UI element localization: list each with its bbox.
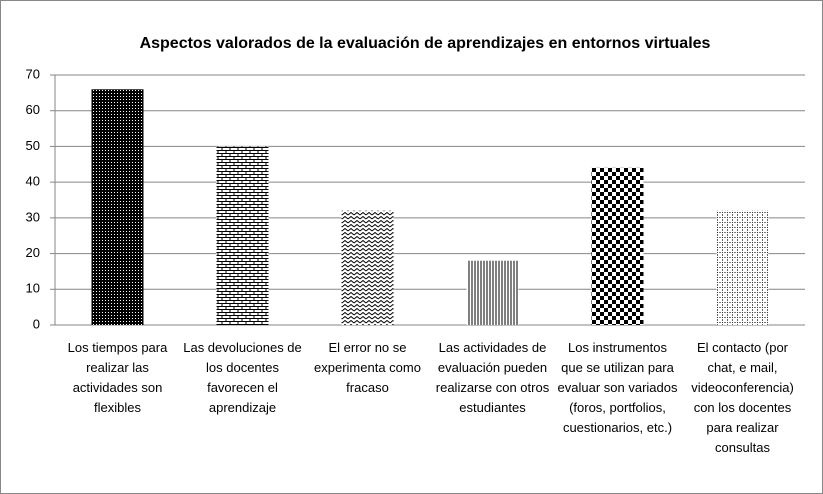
y-tick-label: 70 [26,66,40,81]
y-tick-label: 40 [26,174,40,189]
bar [91,89,144,326]
bar [591,167,644,325]
bar [716,210,769,325]
y-tick-label: 0 [33,316,40,331]
bar [341,210,394,325]
x-tick-label: El contacto (por chat, e mail, videoconf… [691,340,794,455]
y-tick-label: 50 [26,138,40,153]
bar [216,146,269,325]
x-tick-label: Las devoluciones de los docentes favorec… [183,340,302,415]
x-tick-label: Los instrumentos que se utilizan para ev… [557,340,678,435]
chart-title: Aspectos valorados de la evaluación de a… [140,35,711,52]
y-tick-label: 60 [26,102,40,117]
y-tick-label: 30 [26,209,40,224]
x-tick-label: Las actividades de evaluación pueden rea… [435,340,550,415]
x-tick-label: Los tiempos para realizar las actividade… [67,340,168,415]
y-tick-label: 10 [26,281,40,296]
y-tick-label: 20 [26,245,40,260]
bar [466,260,519,325]
x-tick-label: El error no se experimenta como fracaso [314,340,421,395]
